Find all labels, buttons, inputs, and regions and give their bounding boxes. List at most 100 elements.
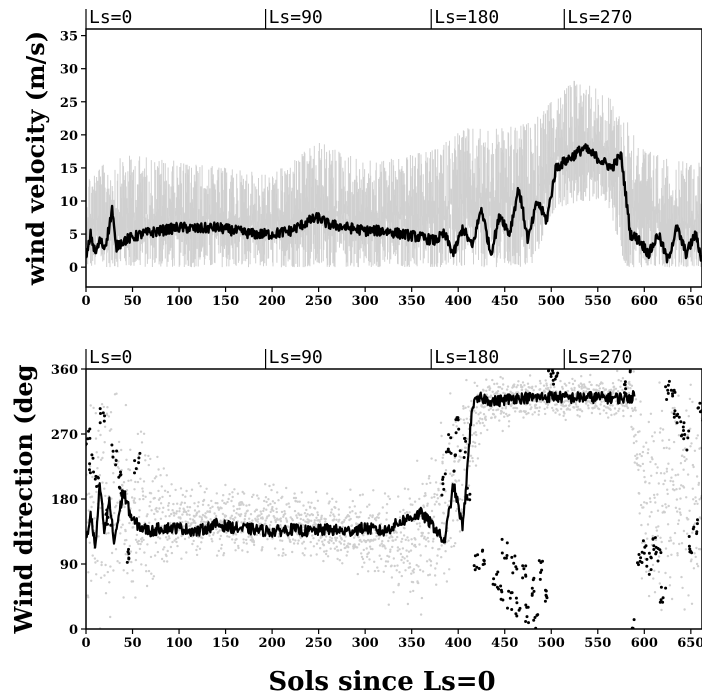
direction-series-0-point — [243, 518, 246, 521]
direction-series-0-point — [356, 522, 359, 526]
direction-series-2-point — [666, 388, 670, 392]
direction-series-0-point — [649, 412, 653, 415]
direction-series-0-point — [322, 544, 326, 547]
direction-series-2-point — [695, 532, 699, 536]
direction-series-2-point — [667, 379, 671, 383]
direction-series-2-point — [672, 412, 676, 416]
direction-series-0-point — [359, 511, 362, 514]
direction-series-0-point — [453, 456, 456, 460]
direction-series-0-point — [300, 491, 303, 494]
direction-series-0-point — [104, 494, 107, 498]
direction-series-0-point — [197, 510, 201, 513]
direction-series-0-point — [648, 482, 651, 485]
direction-series-2-point — [114, 463, 118, 467]
direction-series-2-point — [652, 544, 656, 548]
direction-series-0-point — [646, 451, 650, 455]
direction-series-0-point — [397, 495, 400, 498]
direction-series-0-point — [328, 500, 331, 503]
direction-series-0-point — [439, 482, 442, 485]
direction-series-0-point — [129, 448, 132, 451]
velocity-x-tick-label: 650 — [677, 294, 702, 309]
direction-series-0-point — [272, 483, 275, 486]
direction-series-0-point — [647, 594, 651, 598]
direction-series-0-point — [192, 539, 195, 543]
direction-series-0-point — [600, 400, 603, 403]
direction-series-2-point — [495, 572, 499, 576]
direction-series-0-point — [175, 540, 178, 544]
direction-series-0-point — [197, 482, 201, 485]
direction-series-0-point — [284, 517, 288, 520]
direction-series-0-point — [313, 519, 316, 522]
direction-series-0-point — [312, 523, 315, 526]
direction-series-0-point — [249, 513, 253, 516]
direction-series-0-point — [479, 417, 482, 420]
direction-series-0-point — [390, 564, 393, 567]
direction-series-2-point — [457, 427, 461, 431]
direction-series-0-point — [436, 554, 439, 557]
direction-series-2-point — [472, 564, 476, 568]
direction-series-0-point — [675, 488, 678, 491]
direction-series-0-point — [665, 470, 669, 473]
direction-series-2-point — [665, 398, 669, 401]
direction-series-0-point — [117, 440, 121, 444]
direction-series-0-point — [112, 569, 115, 572]
direction-series-2-point — [539, 561, 543, 564]
direction-series-0-point — [430, 457, 433, 460]
direction-series-0-point — [579, 408, 582, 411]
direction-series-0-point — [383, 492, 387, 495]
direction-series-0-point — [444, 490, 447, 493]
direction-series-2-point — [524, 603, 528, 607]
direction-series-0-point — [108, 581, 111, 584]
direction-series-0-point — [156, 550, 160, 554]
direction-series-0-point — [139, 430, 143, 433]
direction-series-2-point — [110, 443, 114, 447]
direction-series-0-point — [663, 479, 667, 482]
direction-series-0-point — [662, 482, 665, 486]
direction-series-0-point — [216, 502, 219, 505]
direction-series-0-point — [416, 459, 419, 462]
direction-series-0-point — [619, 379, 623, 383]
direction-series-0-point — [332, 542, 335, 545]
direction-series-0-point — [696, 502, 699, 505]
direction-series-0-point — [563, 412, 566, 415]
direction-series-0-point — [459, 497, 462, 501]
direction-series-0-point — [231, 495, 234, 499]
direction-series-2-point — [522, 567, 526, 571]
direction-series-0-point — [687, 415, 690, 418]
direction-series-0-point — [431, 540, 435, 543]
direction-series-0-point — [690, 442, 693, 445]
direction-series-2-point — [454, 453, 457, 457]
direction-series-0-point — [433, 503, 437, 506]
direction-series-0-point — [217, 549, 220, 553]
direction-series-0-point — [87, 509, 91, 512]
direction-series-0-point — [118, 561, 121, 565]
direction-series-0-point — [682, 468, 685, 471]
direction-series-2-point — [539, 571, 543, 574]
direction-series-0-point — [334, 506, 337, 509]
direction-series-0-point — [292, 496, 296, 500]
direction-series-0-point — [533, 411, 536, 414]
direction-series-2-point — [687, 544, 691, 548]
direction-series-0-point — [481, 421, 484, 425]
direction-series-0-point — [387, 555, 391, 558]
direction-y-tick-label: 180 — [51, 493, 78, 508]
direction-series-2-point — [88, 427, 92, 431]
direction-series-0-point — [482, 413, 486, 416]
direction-series-0-point — [333, 547, 337, 550]
direction-series-0-point — [288, 505, 291, 509]
direction-series-0-point — [169, 545, 173, 549]
direction-series-2 — [86, 369, 702, 629]
direction-series-0-point — [470, 399, 473, 403]
direction-series-0-point — [135, 551, 138, 554]
direction-series-0-point — [644, 480, 647, 483]
direction-series-0-point — [452, 499, 455, 503]
direction-series-0-point — [661, 439, 664, 442]
direction-series-0-point — [621, 377, 625, 380]
direction-series-0-point — [196, 545, 199, 548]
direction-series-0-point — [304, 547, 307, 550]
direction-series-2-point — [540, 568, 544, 572]
direction-series-0-point — [659, 427, 662, 430]
direction-series-0-point — [607, 416, 610, 419]
direction-series-0-point — [249, 538, 252, 542]
direction-series-0-point — [281, 548, 285, 551]
